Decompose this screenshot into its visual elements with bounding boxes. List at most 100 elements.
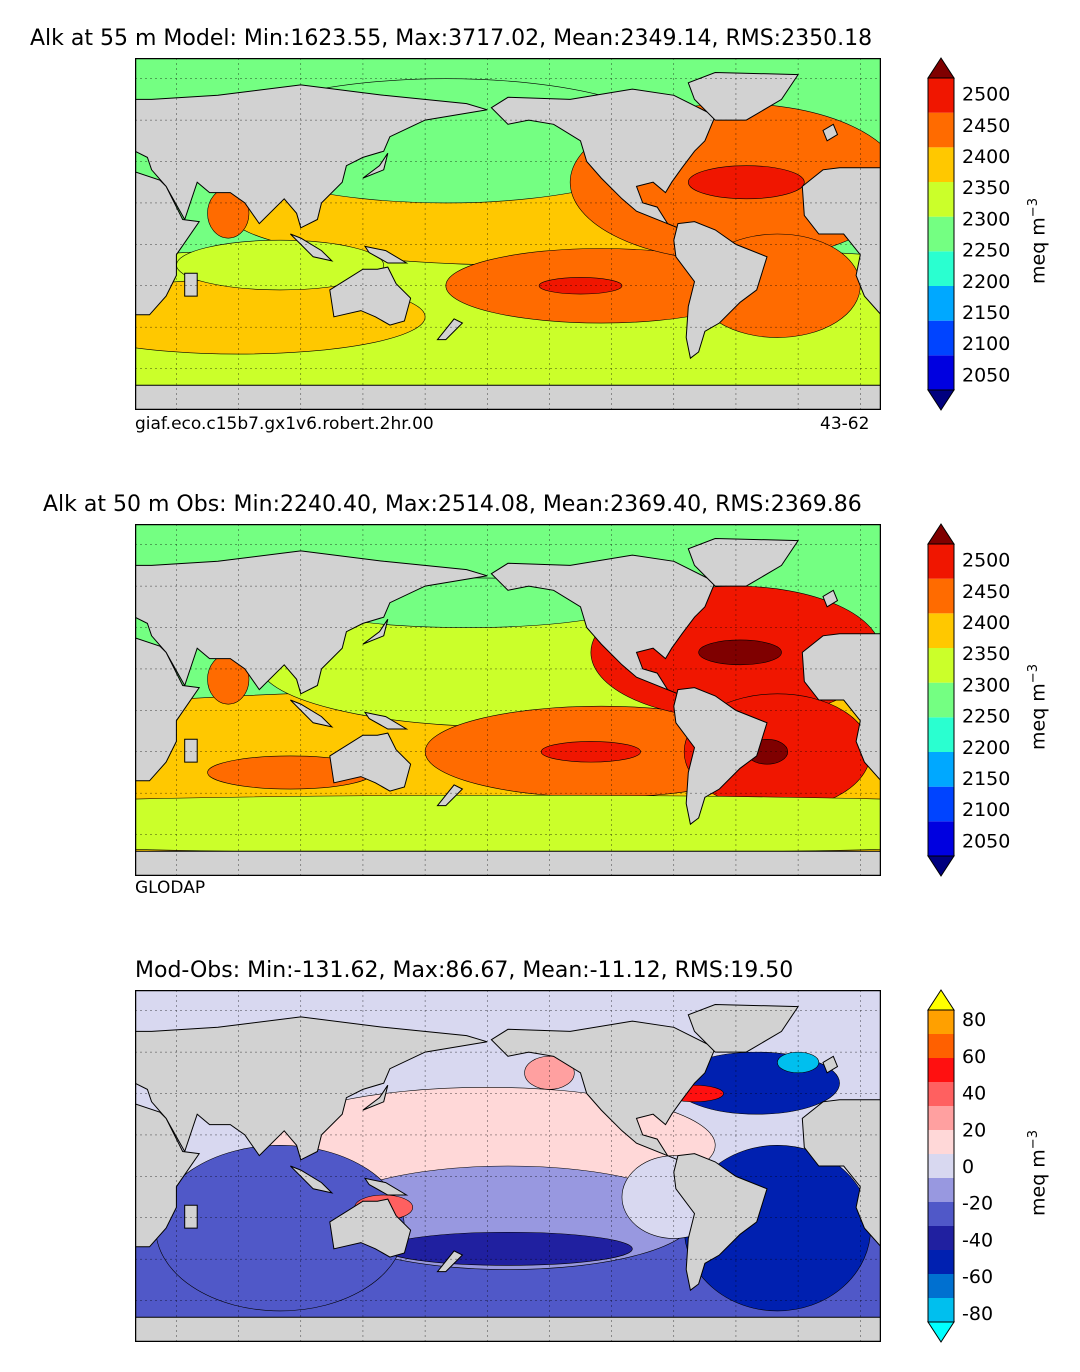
graticule bbox=[135, 990, 881, 1342]
colorbar-tick-label: 2250 bbox=[962, 706, 1010, 728]
map-obs bbox=[135, 524, 881, 876]
colorbar-tick-label: 2050 bbox=[962, 364, 1010, 386]
colorbar-segment-4 bbox=[928, 251, 954, 286]
panel-obs: Alk at 50 m Obs: Min:2240.40, Max:2514.0… bbox=[0, 466, 1080, 926]
colorbar-segment-1 bbox=[928, 355, 954, 390]
colorbar-unit: meq m−3 bbox=[1026, 664, 1050, 750]
colorbar-segment-6 bbox=[928, 648, 954, 683]
colorbar-tick-label: 2200 bbox=[962, 271, 1010, 293]
colorbar-segment-3 bbox=[928, 286, 954, 321]
chart-title: Mod-Obs: Min:-131.62, Max:86.67, Mean:-1… bbox=[135, 958, 794, 983]
colorbar-tick-label: 2100 bbox=[962, 799, 1010, 821]
colorbar-tick-label: 2500 bbox=[962, 84, 1010, 106]
colorbar-segment-8 bbox=[928, 1130, 954, 1154]
colorbar-tick-label: 2300 bbox=[962, 208, 1010, 230]
colorbar-tick-label: 0 bbox=[962, 1156, 974, 1178]
colorbar-segment-6 bbox=[928, 1178, 954, 1202]
colorbar-segment-8 bbox=[928, 112, 954, 148]
contour-region-11 bbox=[135, 794, 881, 854]
land-mass-3 bbox=[490, 554, 716, 695]
colorbar-segment-9 bbox=[928, 78, 954, 113]
land-mass-7 bbox=[135, 384, 881, 410]
colorbar-segment-11 bbox=[928, 1058, 954, 1082]
colorbar-tick-label: -20 bbox=[962, 1193, 993, 1215]
land-mass-13 bbox=[822, 123, 839, 142]
land-mass-11 bbox=[362, 1084, 389, 1111]
colorbar-tick-label: 2450 bbox=[962, 581, 1010, 603]
colorbar-segment-10 bbox=[928, 1082, 954, 1106]
land-mass-9 bbox=[290, 233, 334, 262]
contour-region-7 bbox=[777, 1051, 820, 1074]
colorbar-segment-4 bbox=[928, 1226, 954, 1250]
colorbar-diff: -80 -60 -40 -20 0 20 40 60 80 bbox=[927, 989, 993, 1343]
colorbar-tick-label: 2350 bbox=[962, 643, 1010, 665]
colorbar-tick-label: 2350 bbox=[962, 177, 1010, 199]
colorbar-obs: 2050 2100 2150 2200 2250 2300 2350 2400 2450 2500 bbox=[927, 523, 1010, 877]
colorbar-tick-label: 80 bbox=[962, 1009, 986, 1031]
chart-title: Alk at 50 m Obs: Min:2240.40, Max:2514.0… bbox=[43, 492, 862, 517]
land-mass-8 bbox=[363, 711, 409, 730]
land-mass-8 bbox=[363, 245, 409, 264]
land-mass-3 bbox=[490, 88, 716, 229]
colorbar-segment-7 bbox=[928, 613, 954, 648]
land-mass-12 bbox=[436, 784, 464, 807]
colorbar-segment-13 bbox=[928, 1010, 954, 1034]
colorbar-unit: meq m−3 bbox=[1026, 198, 1050, 284]
colorbar-segment-1 bbox=[928, 1298, 954, 1322]
colorbar-tick-label: 40 bbox=[962, 1083, 986, 1105]
colorbar-tick-label: 2400 bbox=[962, 612, 1010, 634]
colorbar-segment-1 bbox=[928, 821, 954, 856]
land-mass-4 bbox=[673, 687, 768, 826]
land-mass-11 bbox=[362, 152, 389, 179]
land-mass-13 bbox=[822, 1055, 839, 1074]
colorbar-segment-2 bbox=[928, 1274, 954, 1298]
colorbar-max-arrow bbox=[927, 523, 955, 545]
land-mass-12 bbox=[436, 1250, 464, 1273]
colorbar-max-arrow bbox=[927, 989, 955, 1011]
colorbar-segment-4 bbox=[928, 717, 954, 752]
year-range: 43-62 bbox=[820, 414, 870, 434]
land-mass-10 bbox=[184, 272, 198, 297]
colorbar-segment-6 bbox=[928, 182, 954, 217]
colorbar-tick-label: 2100 bbox=[962, 333, 1010, 355]
land-mass-4 bbox=[673, 1153, 768, 1292]
colorbar-min-arrow bbox=[927, 389, 955, 411]
colorbar-tick-label: 20 bbox=[962, 1119, 986, 1141]
land-mass-9 bbox=[290, 1165, 334, 1194]
colorbar-tick-label: -60 bbox=[962, 1266, 993, 1288]
land-mass-10 bbox=[184, 738, 198, 763]
chart-title: Alk at 55 m Model: Min:1623.55, Max:3717… bbox=[30, 26, 873, 51]
colorbar-segment-7 bbox=[928, 1154, 954, 1178]
colorbar-tick-label: 2500 bbox=[962, 550, 1010, 572]
land-mass-4 bbox=[673, 221, 768, 360]
land-mass-7 bbox=[135, 1316, 881, 1342]
colorbar-tick-label: 2150 bbox=[962, 302, 1010, 324]
land-mass-6 bbox=[687, 537, 800, 587]
colorbar-tick-label: 2250 bbox=[962, 240, 1010, 262]
panel-diff: Mod-Obs: Min:-131.62, Max:86.67, Mean:-1… bbox=[0, 932, 1080, 1372]
colorbar-segment-2 bbox=[928, 786, 954, 822]
land-mass-13 bbox=[822, 589, 839, 608]
colorbar-min-arrow bbox=[927, 1321, 955, 1343]
land-mass-11 bbox=[362, 618, 389, 645]
colorbar-tick-label: -80 bbox=[962, 1303, 993, 1325]
colorbar-segment-5 bbox=[928, 1202, 954, 1226]
colorbar-segment-3 bbox=[928, 752, 954, 787]
colorbar-segment-7 bbox=[928, 147, 954, 182]
colorbar-segment-9 bbox=[928, 544, 954, 579]
land-mass-6 bbox=[687, 71, 800, 121]
land-mass-3 bbox=[490, 1020, 716, 1161]
colorbar-tick-label: 2450 bbox=[962, 115, 1010, 137]
colorbar-segment-8 bbox=[928, 578, 954, 614]
contour-region-6 bbox=[698, 639, 782, 666]
run-name: giaf.eco.c15b7.gx1v6.robert.2hr.00 bbox=[135, 414, 434, 434]
data-source: GLODAP bbox=[135, 878, 206, 898]
colorbar-segment-12 bbox=[928, 1034, 954, 1058]
land-mass-10 bbox=[184, 1204, 198, 1229]
colorbar-tick-label: 2200 bbox=[962, 737, 1010, 759]
colorbar-tick-label: 2300 bbox=[962, 674, 1010, 696]
land-mass-9 bbox=[290, 699, 334, 728]
colorbar-model: 2050 2100 2150 2200 2250 2300 2350 2400 2450 2500 bbox=[927, 57, 1010, 411]
map-diff bbox=[135, 990, 881, 1342]
colorbar-tick-label: 60 bbox=[962, 1046, 986, 1068]
